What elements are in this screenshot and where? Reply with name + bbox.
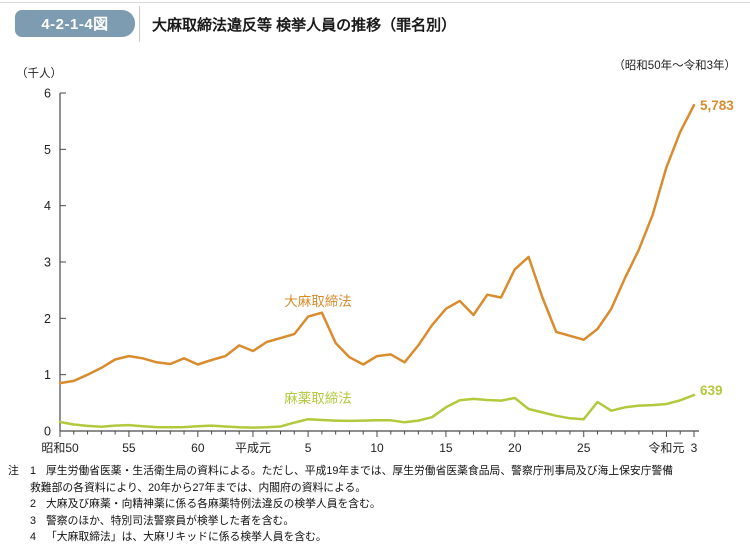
note-item-2: 2 大麻及び麻薬・向精神薬に係る各麻薬特例法違反の検挙人員を含む。 (8, 496, 746, 513)
series-label-narcotics-control-act: 麻薬取締法 (284, 390, 352, 406)
figure-title: 大麻取締法違反等 検挙人員の推移（罪名別） (152, 17, 457, 34)
x-tick-label: 55 (122, 441, 136, 455)
note-number: 3 (30, 514, 37, 527)
x-tick-label: 5 (305, 441, 312, 455)
y-tick-label: 4 (44, 199, 51, 213)
series-line-narcotics-control-act (58, 393, 696, 429)
note-number: 4 (30, 531, 37, 543)
y-tick-label: 0 (44, 425, 51, 439)
note-number: 2 (30, 498, 37, 510)
note-text: 警察のほか、特別司法警察員が検挙した者を含む。 (46, 514, 295, 527)
x-tick-label: 15 (439, 441, 453, 455)
note-marker (8, 496, 30, 513)
top-rule (0, 2, 750, 3)
x-tick-label: 20 (508, 441, 522, 455)
note-marker: 注 (8, 465, 19, 477)
x-tick-label: 25 (577, 441, 591, 455)
x-tick-label: 昭和50 (41, 441, 79, 455)
figure-number-label: 4-2-1-4図 (41, 16, 109, 33)
y-axis-unit-label: （千人） (16, 68, 62, 80)
note-text: 大麻及び麻薬・向精神薬に係る各麻薬特例法違反の検挙人員を含む。 (46, 498, 381, 510)
x-tick-label: 60 (191, 441, 205, 455)
y-tick-label: 2 (44, 312, 51, 326)
series-label-cannabis-control-act: 大麻取締法 (284, 293, 352, 309)
notes-block: 注 1 厚生労働省医薬・生活衛生局の資料による。ただし、平成19年までは、厚生労働省… (8, 463, 746, 545)
x-tick-label: 令和元 (648, 440, 684, 455)
x-tick-label: 10 (370, 441, 384, 455)
x-tick-label: 3 (691, 441, 698, 455)
header-divider (139, 6, 140, 42)
note-item-1: 注 1 厚生労働省医薬・生活衛生局の資料による。ただし、平成19年までは、厚生労働省… (8, 463, 746, 480)
note-text-continuation: 救難部の各資料により、20年から27年までは、内閣府の資料による。 (30, 481, 367, 494)
line-chart: 0 1 2 3 4 5 6 昭和50 55 60 平成元 5 10 15 20 25 令和元 3 大麻取締法麻薬取締… (41, 87, 734, 456)
note-item-3: 3 警察のほか、特別司法警察員が検挙した者を含む。 (8, 513, 746, 530)
y-tick-label: 1 (44, 368, 51, 382)
note-marker (8, 513, 30, 530)
note-item-4: 4 「大麻取締法」は、大麻リキッドに係る検挙人員を含む。 (8, 529, 746, 545)
end-value-label-cannabis-control-act: 5,783 (700, 98, 734, 113)
note-number: 1 (30, 465, 37, 477)
series-line-cannabis-control-act (58, 103, 696, 385)
note-marker (8, 529, 30, 545)
note-text: 厚生労働省医薬・生活衛生局の資料による。ただし、平成19年までは、厚生労働省医薬… (46, 465, 674, 477)
note-text: 「大麻取締法」は、大麻リキッドに係る検挙人員を含む。 (46, 531, 327, 543)
y-tick-label: 5 (44, 143, 51, 157)
y-tick-label: 6 (44, 87, 51, 101)
x-tick-label: 平成元 (235, 441, 271, 455)
period-range-label: （昭和50年～令和3年） (613, 60, 736, 72)
end-value-label-narcotics-control-act: 639 (700, 383, 723, 398)
figure-number-badge: 4-2-1-4図 (15, 10, 135, 37)
y-tick-label: 3 (44, 256, 51, 270)
